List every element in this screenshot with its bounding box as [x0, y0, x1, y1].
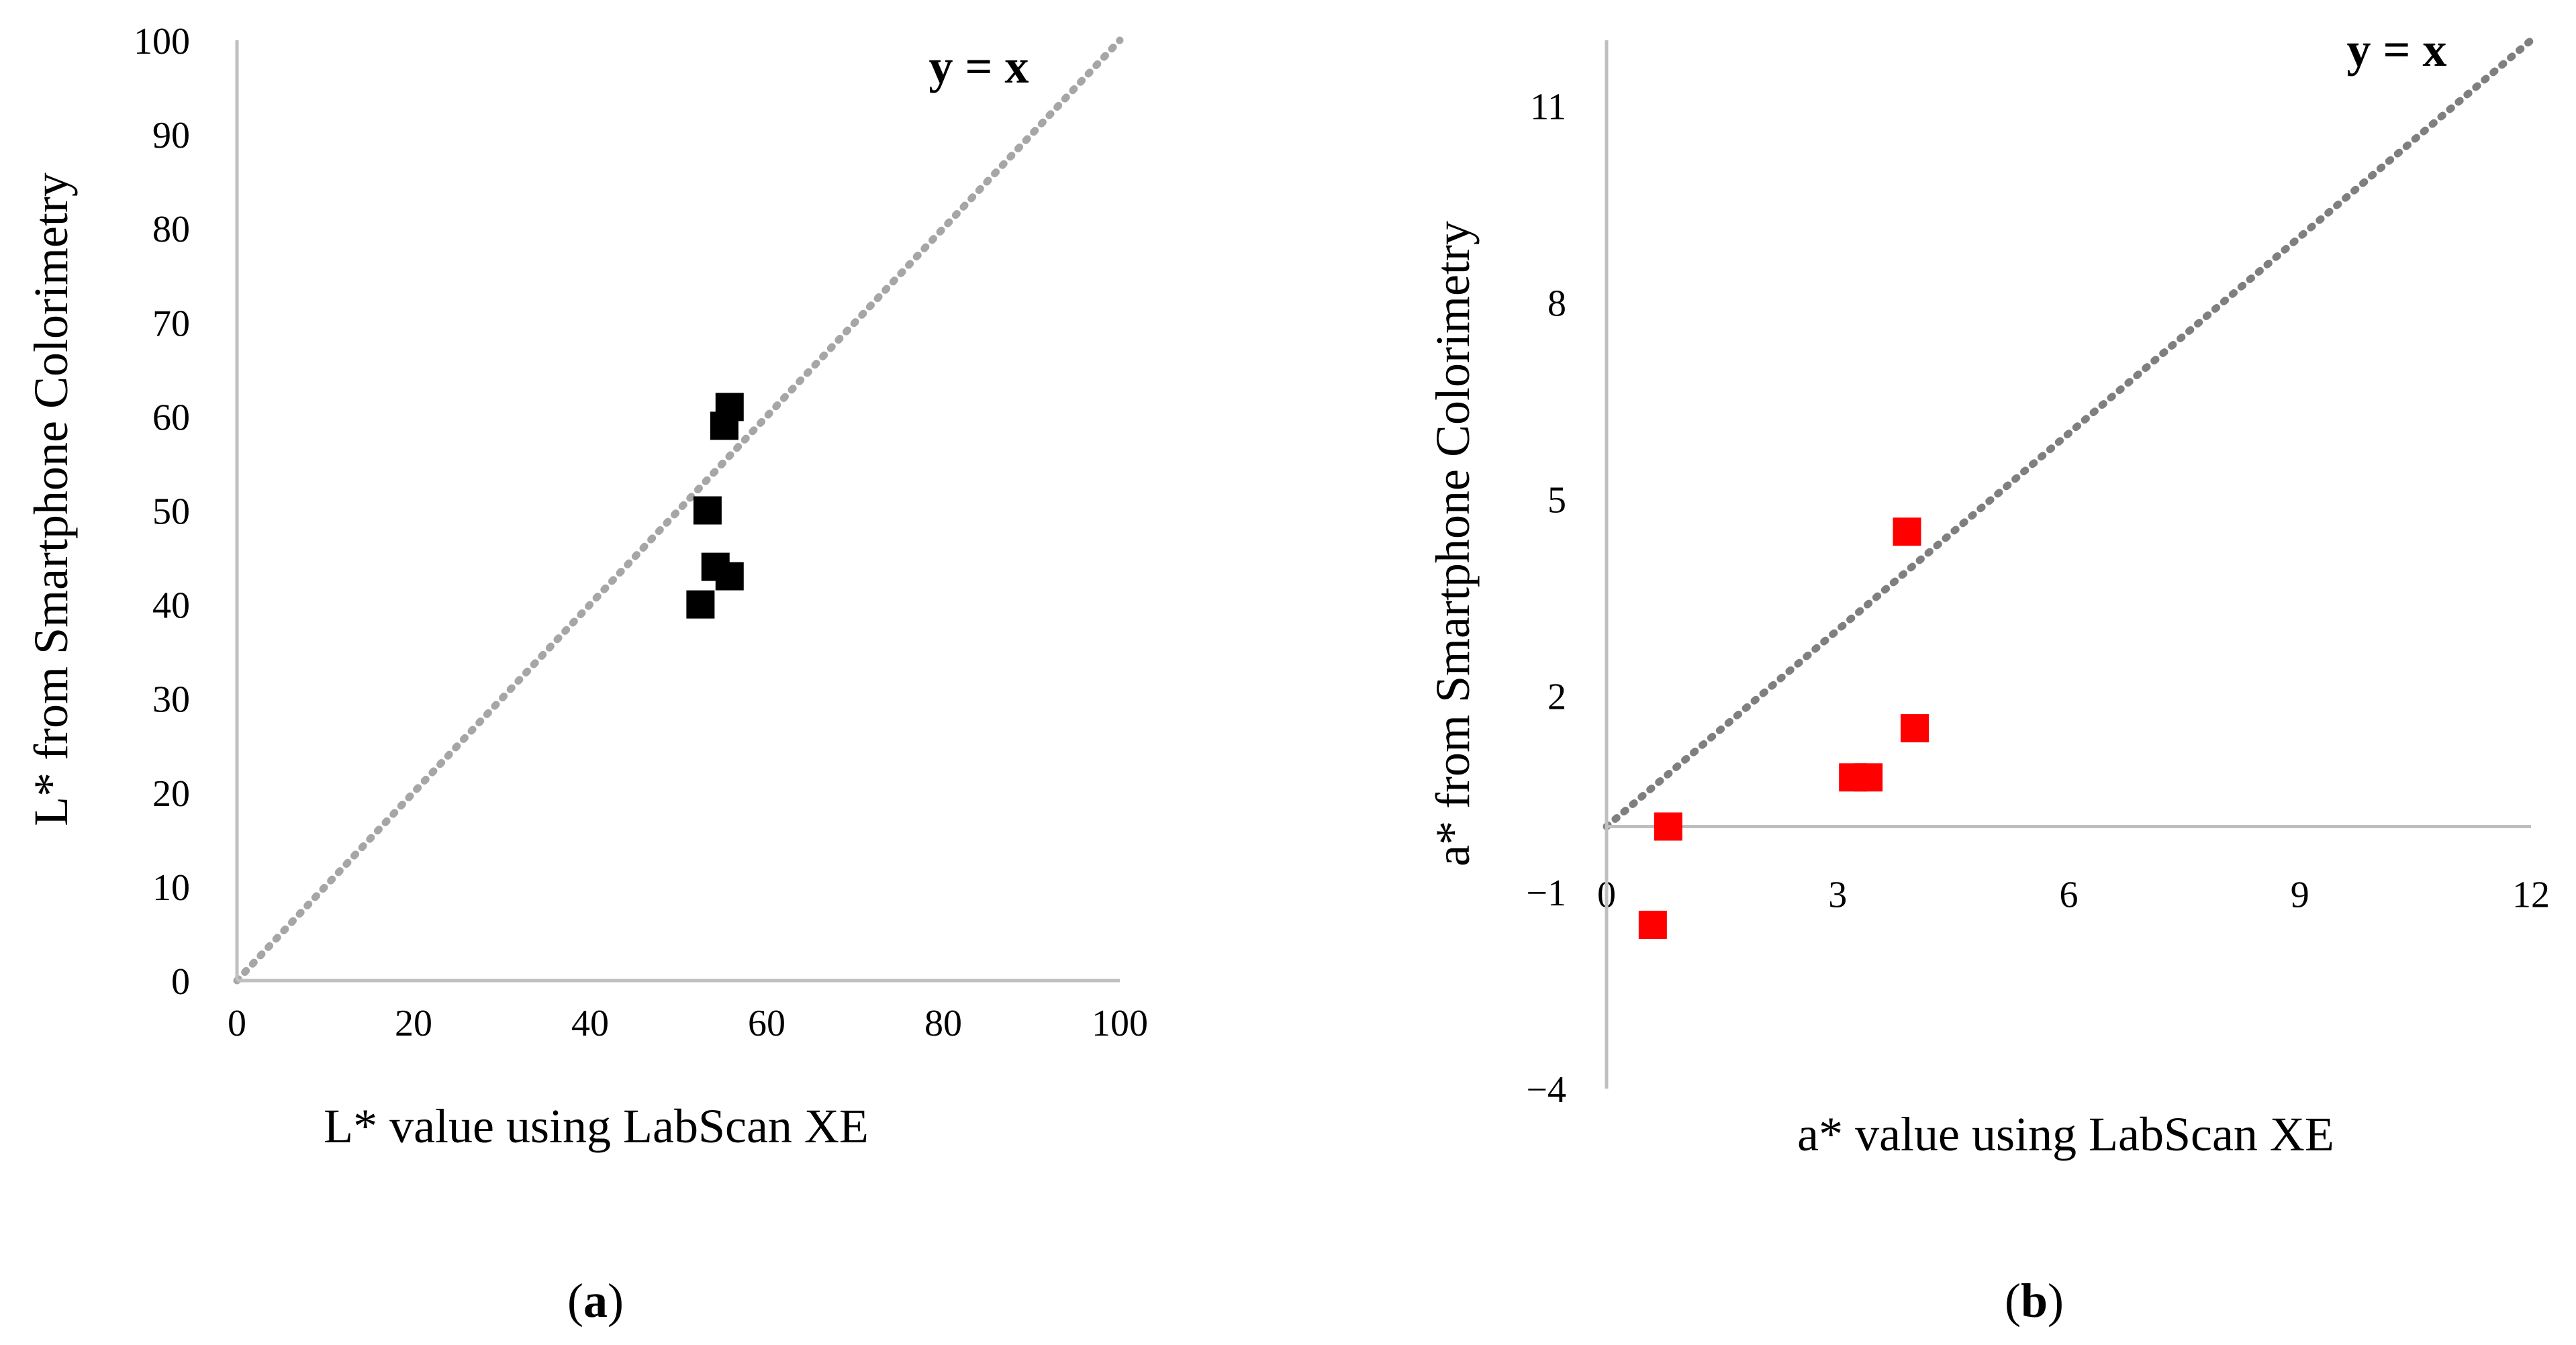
- chart-b-x-tick-label: 3: [1828, 875, 1847, 916]
- chart-a-x-axis-title: L* value using LabScan XE: [324, 1099, 869, 1153]
- chart-a-y-tick-label: 0: [171, 961, 190, 1003]
- chart-a-y-tick-label: 40: [152, 585, 190, 627]
- chart-a-point: [715, 562, 744, 591]
- chart-b-point: [1854, 763, 1883, 792]
- chart-b-point: [1638, 910, 1667, 939]
- chart-b-panel-label: (b): [2005, 1274, 2064, 1328]
- chart-b-y-tick-label: 5: [1547, 479, 1566, 521]
- chart-a-panel-label: (a): [567, 1274, 624, 1328]
- chart-b-y-axis-title: a* from Smartphone Colorimetry: [1426, 221, 1480, 866]
- chart-b-point: [1654, 812, 1682, 841]
- chart-b-points: [1638, 517, 1929, 939]
- chart-a-points: [686, 393, 744, 619]
- chart-a-x-tick-label: 40: [571, 1003, 609, 1044]
- chart-a-x-tick-label: 20: [395, 1003, 432, 1044]
- chart-a-point: [686, 590, 715, 619]
- chart-b-y-tick-label: 2: [1547, 676, 1566, 717]
- chart-a-reference-line: [233, 36, 1124, 985]
- chart-a-x-tick-label: 80: [924, 1003, 962, 1044]
- chart-b-x-tick-label: 9: [2291, 875, 2309, 916]
- chart-b-reference-line: [1603, 36, 2535, 830]
- chart-a-y-axis-title: L* from Smartphone Colorimetry: [24, 172, 78, 826]
- chart-a-y-ticks: 0 10 20 30 40 50 60 70 80 90 100: [134, 21, 190, 1003]
- chart-b-reference-label: y = x: [2346, 23, 2446, 77]
- chart-a-y-tick-label: 80: [152, 209, 190, 250]
- chart-a-y-tick-label: 100: [134, 21, 190, 62]
- chart-b-y-tick-label: −4: [1526, 1069, 1566, 1111]
- chart-a-y-tick-label: 90: [152, 115, 190, 156]
- chart-b-point: [1901, 714, 1929, 743]
- chart-a-y-tick-label: 60: [152, 397, 190, 438]
- chart-b-x-ticks: 036912: [1597, 875, 2550, 916]
- chart-a-y-tick-label: 30: [152, 679, 190, 721]
- chart-b-x-tick-label: 12: [2512, 875, 2550, 916]
- chart-a-y-tick-label: 50: [152, 491, 190, 533]
- chart-b-y-ticks: −4 −1 2 5 8 11: [1526, 87, 1566, 1111]
- chart-a: 0 10 20 30 40 50 60 70 80 90 100 0 20 40 60 80 100 y = …: [24, 21, 1148, 1328]
- chart-a-x-tick-label: 60: [748, 1003, 785, 1044]
- chart-a-reference-label: y = x: [928, 40, 1029, 93]
- chart-b-x-tick-label: 6: [2060, 875, 2079, 916]
- chart-b-y-tick-label: −1: [1526, 873, 1566, 914]
- chart-b-y-tick-label: 11: [1530, 87, 1566, 128]
- chart-a-y-tick-label: 70: [152, 303, 190, 344]
- chart-b-x-axis-title: a* value using LabScan XE: [1797, 1107, 2334, 1161]
- chart-a-y-tick-label: 10: [152, 867, 190, 909]
- chart-a-point: [715, 393, 744, 421]
- chart-a-x-tick-label: 0: [228, 1003, 246, 1044]
- chart-a-x-ticks: 0 20 40 60 80 100: [228, 1003, 1148, 1044]
- chart-a-x-tick-label: 100: [1092, 1003, 1148, 1044]
- chart-a-point: [693, 496, 722, 525]
- chart-a-y-tick-label: 20: [152, 773, 190, 815]
- chart-b-point: [1893, 517, 1921, 546]
- chart-b-y-tick-label: 8: [1547, 283, 1566, 325]
